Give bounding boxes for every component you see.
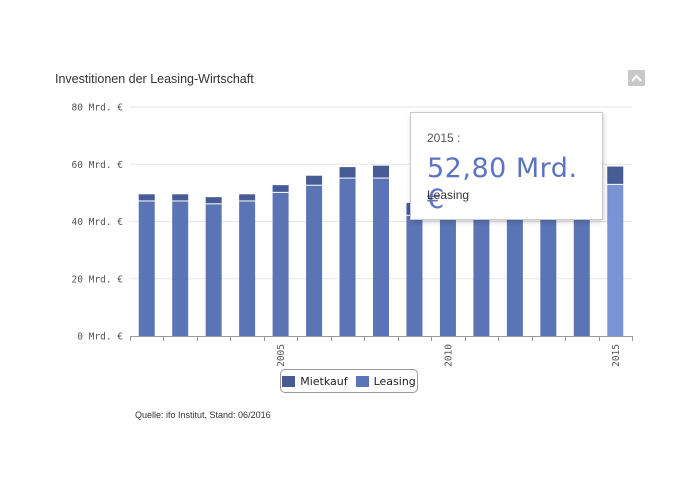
tooltip: 2015 : 52,80 Mrd. € Leasing: [410, 112, 603, 220]
bar-mietkauf-2004[interactable]: [239, 194, 256, 201]
legend-label-leasing: Leasing: [373, 374, 416, 388]
legend: Mietkauf Leasing: [280, 369, 418, 393]
bar-mietkauf-2001[interactable]: [138, 194, 155, 201]
bar-leasing-2001[interactable]: [138, 201, 155, 336]
bar-leasing-2013[interactable]: [540, 197, 557, 336]
bar-leasing-2014[interactable]: [573, 191, 590, 336]
y-tick-label: 40 Mrd. €: [72, 217, 123, 228]
chart-title: Investitionen der Leasing-Wirtschaft: [55, 72, 254, 86]
bar-leasing-2003[interactable]: [205, 204, 222, 336]
tooltip-value: 52,80 Mrd. €: [427, 153, 578, 215]
bar-mietkauf-2007[interactable]: [339, 167, 356, 178]
bar-leasing-2004[interactable]: [239, 201, 256, 336]
bar-leasing-2002[interactable]: [172, 201, 189, 336]
legend-label-mietkauf: Mietkauf: [300, 374, 348, 388]
legend-swatch-mietkauf: [282, 375, 296, 387]
bar-leasing-2006[interactable]: [306, 185, 323, 336]
x-tick-label: 2015: [611, 344, 622, 367]
x-tick-label: 2010: [443, 344, 454, 367]
bar-mietkauf-2005[interactable]: [272, 185, 289, 192]
bar-leasing-2005[interactable]: [272, 192, 289, 336]
bar-leasing-2007[interactable]: [339, 178, 356, 336]
bar-leasing-2009[interactable]: [406, 215, 423, 336]
x-tick-label: 2005: [276, 344, 287, 367]
legend-item-mietkauf[interactable]: Mietkauf: [282, 374, 348, 388]
bar-leasing-2015[interactable]: [607, 184, 624, 336]
bar-mietkauf-2003[interactable]: [205, 197, 222, 204]
bar-leasing-2011[interactable]: [473, 201, 490, 336]
chevron-up-icon: [631, 74, 642, 82]
bar-leasing-2010[interactable]: [439, 207, 456, 336]
legend-swatch-leasing: [355, 375, 369, 387]
bar-mietkauf-2008[interactable]: [373, 165, 389, 178]
tooltip-year: 2015 :: [427, 131, 461, 145]
legend-item-leasing[interactable]: Leasing: [355, 374, 416, 388]
bar-leasing-2008[interactable]: [373, 178, 389, 336]
source-note: Quelle: ifo Institut, Stand: 06/2016: [135, 410, 271, 420]
y-tick-label: 0 Mrd. €: [77, 332, 123, 343]
bar-mietkauf-2015[interactable]: [607, 166, 624, 184]
y-tick-label: 60 Mrd. €: [72, 160, 123, 171]
bar-leasing-2012[interactable]: [506, 198, 523, 336]
collapse-button[interactable]: [628, 70, 645, 86]
y-tick-label: 20 Mrd. €: [72, 274, 123, 285]
bar-mietkauf-2002[interactable]: [172, 194, 189, 201]
tooltip-series: Leasing: [427, 188, 470, 202]
y-tick-label: 80 Mrd. €: [72, 103, 123, 114]
bar-mietkauf-2006[interactable]: [306, 175, 323, 185]
